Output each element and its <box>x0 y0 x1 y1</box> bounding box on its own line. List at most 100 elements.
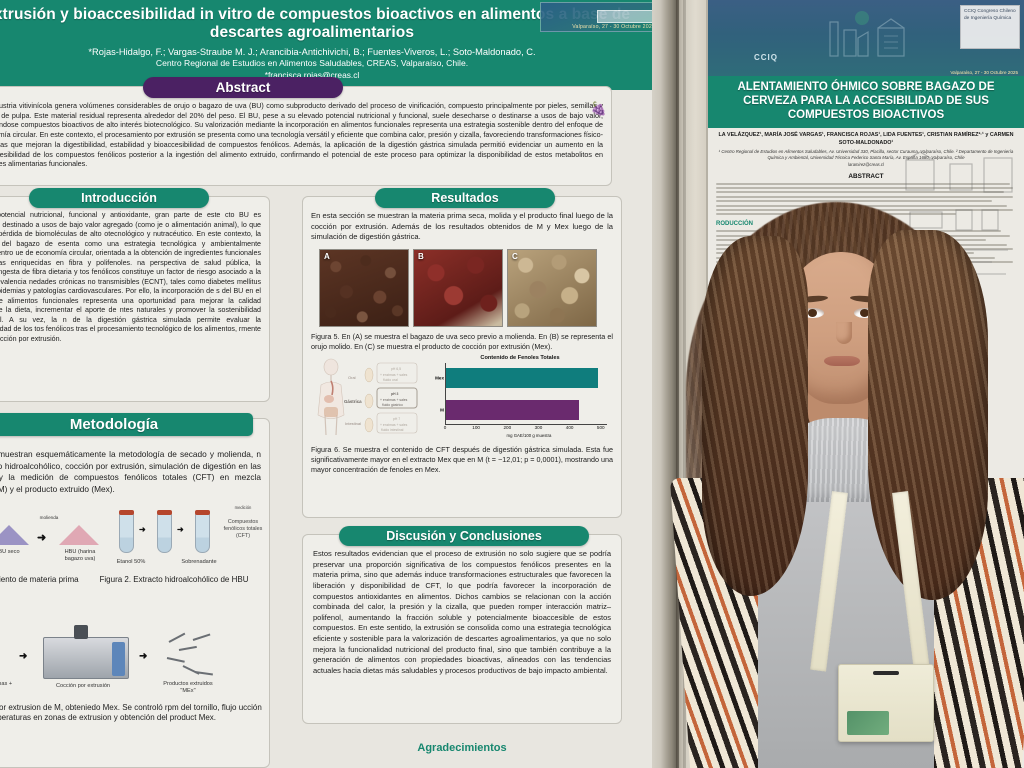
figura6-caption: Figura 6. Se muestra el contenido de CFT… <box>311 445 613 474</box>
eye-right <box>854 308 876 318</box>
extruded-product-icon <box>165 633 221 677</box>
chart-plot-area: Mex M <box>435 363 607 426</box>
svg-text:Oral: Oral <box>348 375 356 380</box>
secondary-poster-email: laramirez@creas.cl <box>848 162 884 168</box>
svg-text:fluido oral: fluido oral <box>383 378 398 382</box>
cciq-mark: CCIQ <box>754 53 778 62</box>
hbu-label: HBU (harina bagazo uva) <box>64 549 96 563</box>
metodologia-section: Metodología ección se muestran esquemáti… <box>0 413 270 768</box>
eye-left <box>802 308 824 318</box>
resultados-heading: Resultados <box>375 188 555 208</box>
congress-logo: Valparaíso, 27 - 30 Octubre 2025 <box>540 2 658 32</box>
chart-x-tick: 0 <box>443 425 447 431</box>
frame-rail <box>676 0 679 768</box>
arrow-icon: ➜ <box>37 532 47 545</box>
etanol-label: Etanol 50% <box>116 559 146 566</box>
extruder-icon <box>43 625 129 680</box>
svg-text:fluido gástrico: fluido gástrico <box>382 403 403 407</box>
figura5-caption: Figura 5. En (A) se muestra el bagazo de… <box>311 331 613 351</box>
presenter-person <box>640 196 1024 768</box>
svg-text:pH 3: pH 3 <box>391 392 398 396</box>
mouth <box>824 356 860 366</box>
sobrenadante-label: Sobrenadante <box>181 559 217 566</box>
tube-icon <box>119 510 134 554</box>
grapes-icon: 🍇 <box>590 101 607 116</box>
tube-icon <box>195 510 210 554</box>
metodologia-text: ección se muestran esquemáticamente la m… <box>0 449 261 494</box>
metodologia-diagram-1: ➜ secado BU seco ➜ molienda HBU (harina … <box>0 501 262 597</box>
arrow-icon: ➜ <box>139 651 148 663</box>
badge-text <box>926 727 927 733</box>
main-poster: Valparaíso, 27 - 30 Octubre 2025 xtrusió… <box>0 0 662 768</box>
secondary-poster-banner: CCIQ CCIQ Congreso Chileno de Ingeniería… <box>708 0 1024 76</box>
abstract-text: La industria vitivinícola genera volúmen… <box>0 101 603 169</box>
poster-authors: *Rojas-Hidalgo, F.; Vargas-Straube M. J.… <box>88 46 536 57</box>
medicion-label: medición <box>234 505 252 511</box>
poster-email: *francisca.rojas@creas.cl <box>264 70 360 81</box>
mezcla-label: Mezcla de harinas + HBU <box>0 681 13 688</box>
productos-label: Productos extruidos "MEx" <box>163 681 213 695</box>
congress-date: Valparaíso, 27 - 30 Octubre 2025 <box>572 24 655 30</box>
bar-label-mex: Mex <box>435 375 444 381</box>
chart-x-tick: 300 <box>534 425 543 431</box>
chart-x-ticks: 0 100 200 300 400 500 <box>443 425 607 433</box>
figura3-caption: . Cocción por extrusion de M, obteniedo … <box>0 703 262 723</box>
arrow-icon: ➜ <box>139 525 146 535</box>
cft-label: Compuestos fenólicos totales (CFT) <box>223 519 263 540</box>
introduccion-heading: Introducción <box>29 188 209 208</box>
molienda-label: molienda <box>39 515 59 521</box>
chart-x-tick: 500 <box>596 425 605 431</box>
secondary-poster-authors: LA VELÁZQUEZ¹, MARÍA JOSÉ VARGAS¹, FRANC… <box>718 132 1014 146</box>
digestion-schematic: Oral Gástrica Intestinal pH 6,5 + enzimas… <box>311 357 423 439</box>
congress-date-secondary: Valparaíso, 27 - 30 Octubre 2025 <box>950 70 1018 75</box>
badge-slot <box>873 671 899 675</box>
resultados-section: Resultados En esta sección se muestran l… <box>302 188 622 518</box>
introduccion-section: Introducción el notable potencial nutric… <box>0 188 270 402</box>
poster-title: xtrusión y bioaccesibilidad in vitro de … <box>0 6 631 41</box>
svg-text:Intestinal: Intestinal <box>345 421 361 426</box>
bu-label: BU seco <box>0 549 20 556</box>
chart-x-axis-label: mg GAE/100 g muestra <box>506 433 552 439</box>
arrow-icon: ➜ <box>177 525 184 535</box>
fenoles-bar-chart: Contenido de Fenoles Totales Mex M 0 100 2… <box>427 355 613 441</box>
coccion-label: Cocción por extrusión <box>55 683 111 690</box>
svg-text:+ enzimas + sales: + enzimas + sales <box>380 373 408 377</box>
bar-label-m: M <box>440 407 444 413</box>
chart-x-tick: 200 <box>503 425 512 431</box>
figura2-caption: Figura 2. Extracto hidroalcohólico de HB… <box>99 575 249 585</box>
discusion-heading: Discusión y Conclusiones <box>339 526 589 546</box>
agradecimientos-heading: Agradecimientos <box>417 742 507 754</box>
svg-text:fluido intestinal: fluido intestinal <box>381 428 404 432</box>
photo-label-c: C <box>512 251 518 261</box>
poster-banner: Valparaíso, 27 - 30 Octubre 2025 xtrusió… <box>0 0 662 90</box>
svg-text:pH 7: pH 7 <box>393 417 400 421</box>
secondary-poster-title: ALENTAMIENTO ÓHMICO SOBRE BAGAZO DE CERV… <box>708 76 1024 129</box>
figura6-figure: Oral Gástrica Intestinal pH 6,5 + enzimas… <box>311 355 613 441</box>
hair-front-right <box>868 230 988 600</box>
bar-mex: Mex <box>435 368 598 389</box>
conference-badge <box>838 664 934 742</box>
svg-text:+ enzimas + sales: + enzimas + sales <box>380 423 408 427</box>
congress-logo-box <box>597 10 655 23</box>
arrow-icon: ➜ <box>19 651 28 663</box>
photo-orujo-molido: B <box>413 248 503 327</box>
nose <box>836 322 852 344</box>
bu-heap-icon <box>0 525 29 546</box>
abstract-section: Abstract 🍇 La industria vitivinícola gen… <box>0 77 612 186</box>
congress-logo-secondary: CCIQ Congreso Chileno de Ingeniería Quím… <box>960 5 1020 49</box>
tube-icon <box>157 510 172 554</box>
abstract-heading: Abstract <box>143 77 343 98</box>
secondary-intro-heading: RODUCCIÓN <box>716 221 753 228</box>
frame-rail <box>683 0 686 768</box>
chart-title: Contenido de Fenoles Totales <box>480 355 560 362</box>
hbu-heap-icon <box>59 525 99 546</box>
chart-x-tick: 100 <box>472 425 480 431</box>
human-body-icon: Oral Gástrica Intestinal pH 6,5 + enzimas… <box>317 359 418 436</box>
metodologia-diagram-2: Mezcla de harinas + HBU ➜ Cocción por ex… <box>0 625 262 725</box>
photo-producto-extruido: C <box>507 248 597 327</box>
discusion-section: Discusión y Conclusiones Estos resultado… <box>302 526 622 724</box>
metodologia-heading: Metodología <box>0 413 253 436</box>
badge-logo-icon <box>847 711 889 735</box>
photo-bagazo-seco: A <box>319 248 409 327</box>
